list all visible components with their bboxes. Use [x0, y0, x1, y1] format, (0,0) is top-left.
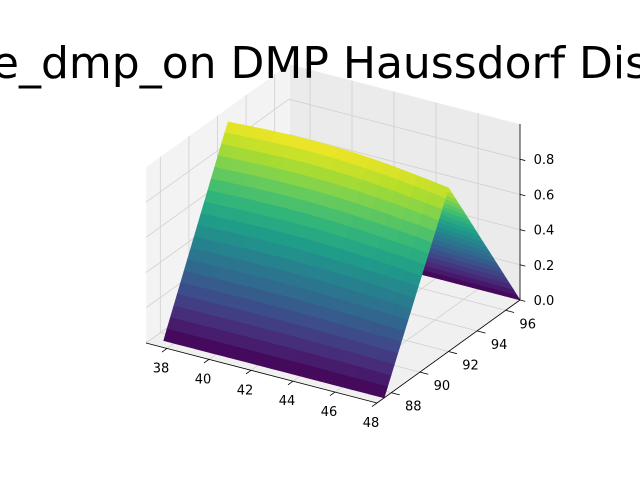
z-tick-label: 0.6	[534, 188, 555, 203]
y-tick-label: 94	[491, 338, 508, 353]
y-tick-mark	[448, 351, 458, 355]
z-tick-mark	[519, 264, 526, 267]
x-tick-mark	[329, 391, 336, 397]
tick-labels: 38 40 42 44 46 48 88 90 92 94 96 0.0 0.2 0.4 0.6 0.8	[153, 153, 555, 431]
z-tick-label: 0.4	[534, 224, 555, 239]
x-tick-mark	[245, 369, 252, 375]
y-tick-mark	[419, 371, 429, 375]
surface-face	[368, 382, 388, 399]
x-tick-mark	[203, 359, 210, 364]
x-tick-label: 46	[321, 405, 338, 420]
z-tick-label: 0.8	[534, 153, 555, 168]
surface-mesh	[163, 121, 521, 399]
y-tick-label: 92	[462, 359, 479, 374]
x-tick-label: 48	[363, 416, 380, 431]
y-tick-label: 96	[519, 317, 536, 332]
grid-line-z	[145, 133, 521, 238]
z-tick-label: 0.0	[534, 294, 555, 309]
x-axis-line	[145, 342, 378, 404]
x-tick-mark	[371, 402, 378, 407]
x-tick-label: 40	[195, 372, 212, 387]
y-tick-mark	[476, 330, 486, 334]
y-tick-mark	[391, 392, 400, 396]
x-tick-label: 38	[153, 361, 170, 376]
y-tick-label: 88	[405, 400, 422, 415]
z-tick-mark	[519, 158, 526, 161]
x-tick-mark	[161, 348, 168, 353]
y-tick-mark	[505, 309, 515, 313]
chart-title: e_dmp_on DMP Haussdorf Dis	[0, 38, 640, 89]
grid-line-z	[145, 98, 521, 203]
z-tick-label: 0.2	[534, 259, 555, 274]
x-tick-mark	[287, 380, 294, 386]
y-tick-label: 90	[434, 379, 451, 394]
x-tick-label: 42	[237, 383, 254, 398]
z-tick-mark	[519, 194, 526, 197]
z-tick-mark	[519, 229, 526, 232]
z-tick-mark	[519, 299, 526, 302]
x-tick-label: 44	[279, 394, 296, 409]
